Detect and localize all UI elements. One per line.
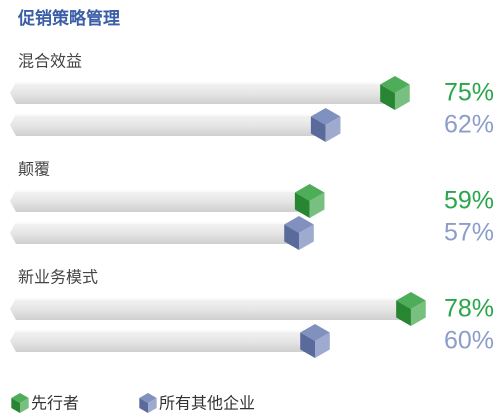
cube-right — [394, 84, 410, 110]
bar-body — [10, 222, 300, 244]
bar-body — [10, 82, 395, 104]
cube-top — [11, 393, 29, 403]
cube-right — [309, 192, 325, 218]
bar — [10, 324, 330, 358]
value-label: 62% — [444, 111, 494, 139]
bar — [10, 76, 410, 110]
cube-right — [148, 398, 157, 413]
bar-body — [10, 298, 411, 320]
cube-left — [139, 398, 148, 413]
cube-top — [139, 393, 157, 403]
cube-right — [299, 224, 314, 250]
cube-right — [410, 300, 426, 326]
bar — [10, 108, 341, 142]
cube-left — [11, 398, 20, 413]
cube-left — [300, 332, 316, 358]
value-label: 75% — [444, 79, 494, 107]
category-label: 新业务模式 — [18, 268, 98, 287]
cube-right — [325, 116, 341, 142]
cube-left — [310, 116, 326, 142]
cube-left — [284, 224, 300, 250]
category-label: 混合效益 — [18, 52, 82, 71]
legend-label: 先行者 — [31, 394, 79, 413]
bar — [10, 292, 426, 326]
bar-body — [10, 190, 310, 212]
category-label: 颠覆 — [18, 160, 50, 179]
bar-body — [10, 330, 316, 352]
bar — [10, 216, 314, 250]
legend-marker — [139, 393, 157, 413]
cube-left — [380, 84, 395, 110]
bar — [10, 184, 325, 218]
bar-body — [10, 114, 326, 136]
cube-right — [20, 398, 29, 413]
value-label: 78% — [444, 295, 494, 323]
cube-left — [294, 192, 310, 218]
chart-title: 促销策略管理 — [17, 8, 120, 29]
value-label: 59% — [444, 187, 494, 215]
cube-right — [315, 332, 330, 358]
legend-label: 所有其他企业 — [159, 394, 255, 413]
cube-left — [396, 300, 411, 326]
value-label: 60% — [444, 327, 494, 355]
value-label: 57% — [444, 219, 494, 247]
legend-marker — [11, 393, 29, 413]
